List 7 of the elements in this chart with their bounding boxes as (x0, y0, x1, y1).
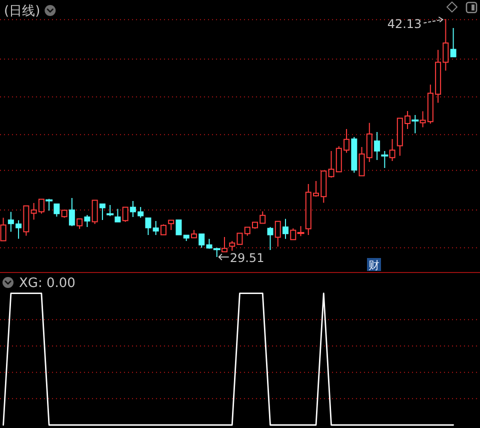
chart-title: (日线) (4, 4, 40, 19)
note: 财 (367, 258, 381, 272)
annotation: 42.13 (387, 17, 422, 31)
note: 29.51 (218, 251, 264, 265)
value-label: 42.13 (387, 16, 444, 31)
annotation: 29.51 (230, 251, 264, 265)
chart-title: XG: 0.00 (19, 276, 76, 291)
